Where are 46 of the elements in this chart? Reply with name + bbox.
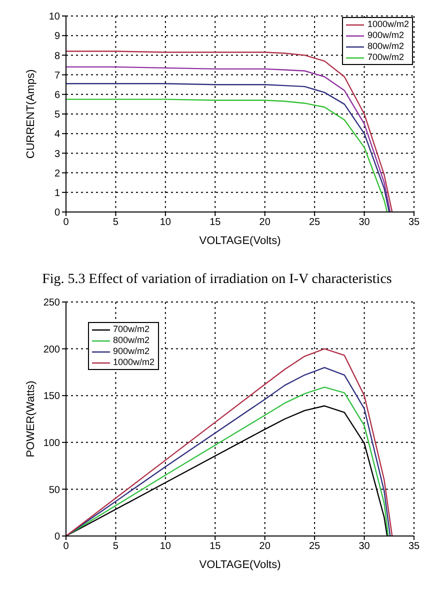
y-tick-label: 5 <box>54 110 60 121</box>
x-tick-label: 5 <box>112 541 119 552</box>
x-tick-label: 15 <box>210 541 222 552</box>
legend-label: 1000w/m2 <box>113 357 155 368</box>
legend-label: 900w/m2 <box>113 346 150 357</box>
x-tick-label: 30 <box>358 541 370 552</box>
y-tick-label: 250 <box>43 298 60 309</box>
y-tick-label: 0 <box>54 532 60 543</box>
y-tick-label: 200 <box>43 344 60 356</box>
legend-label: 700w/m2 <box>113 324 150 335</box>
y-tick-label: 6 <box>54 90 60 101</box>
y-tick-label: 9 <box>54 31 60 42</box>
legend-label: 700w/m2 <box>367 52 404 63</box>
caption: Fig. 5.3 Effect of variation of irradiation on I-V characteristics <box>41 272 393 288</box>
y-tick-label: 2 <box>54 168 60 180</box>
x-tick-label: 15 <box>210 217 222 228</box>
y-axis-title: POWER(Watts) <box>24 380 37 458</box>
x-tick-label: 35 <box>408 541 420 552</box>
y-tick-label: 0 <box>54 208 60 219</box>
y-tick-label: 3 <box>54 148 60 160</box>
y-tick-label: 100 <box>43 438 60 449</box>
legend-label: 900w/m2 <box>367 30 404 41</box>
x-tick-label: 25 <box>309 217 321 228</box>
x-tick-label: 25 <box>309 541 321 552</box>
legend-label: 1000w/m2 <box>367 19 409 30</box>
x-tick-label: 0 <box>63 217 70 228</box>
x-tick-label: 0 <box>63 541 70 552</box>
x-axis-title: VOLTAGE(Volts) <box>199 559 281 571</box>
x-tick-label: 10 <box>160 217 172 228</box>
x-axis-title: VOLTAGE(Volts) <box>199 235 281 247</box>
legend-label: 800w/m2 <box>113 335 150 346</box>
x-tick-label: 10 <box>160 541 172 552</box>
y-tick-label: 4 <box>54 129 60 140</box>
y-tick-label: 7 <box>54 70 60 82</box>
x-tick-label: 20 <box>259 541 271 552</box>
y-axis-title: CURRENT(Amps) <box>24 69 37 159</box>
y-tick-label: 150 <box>43 391 60 402</box>
x-tick-label: 35 <box>408 217 420 228</box>
x-tick-label: 30 <box>358 217 370 228</box>
x-tick-label: 20 <box>259 217 271 228</box>
y-tick-label: 10 <box>48 12 60 23</box>
legend-label: 800w/m2 <box>367 41 404 52</box>
x-tick-label: 5 <box>112 217 119 228</box>
y-tick-label: 50 <box>48 484 60 496</box>
y-tick-label: 1 <box>54 188 60 199</box>
y-tick-label: 8 <box>54 50 60 62</box>
